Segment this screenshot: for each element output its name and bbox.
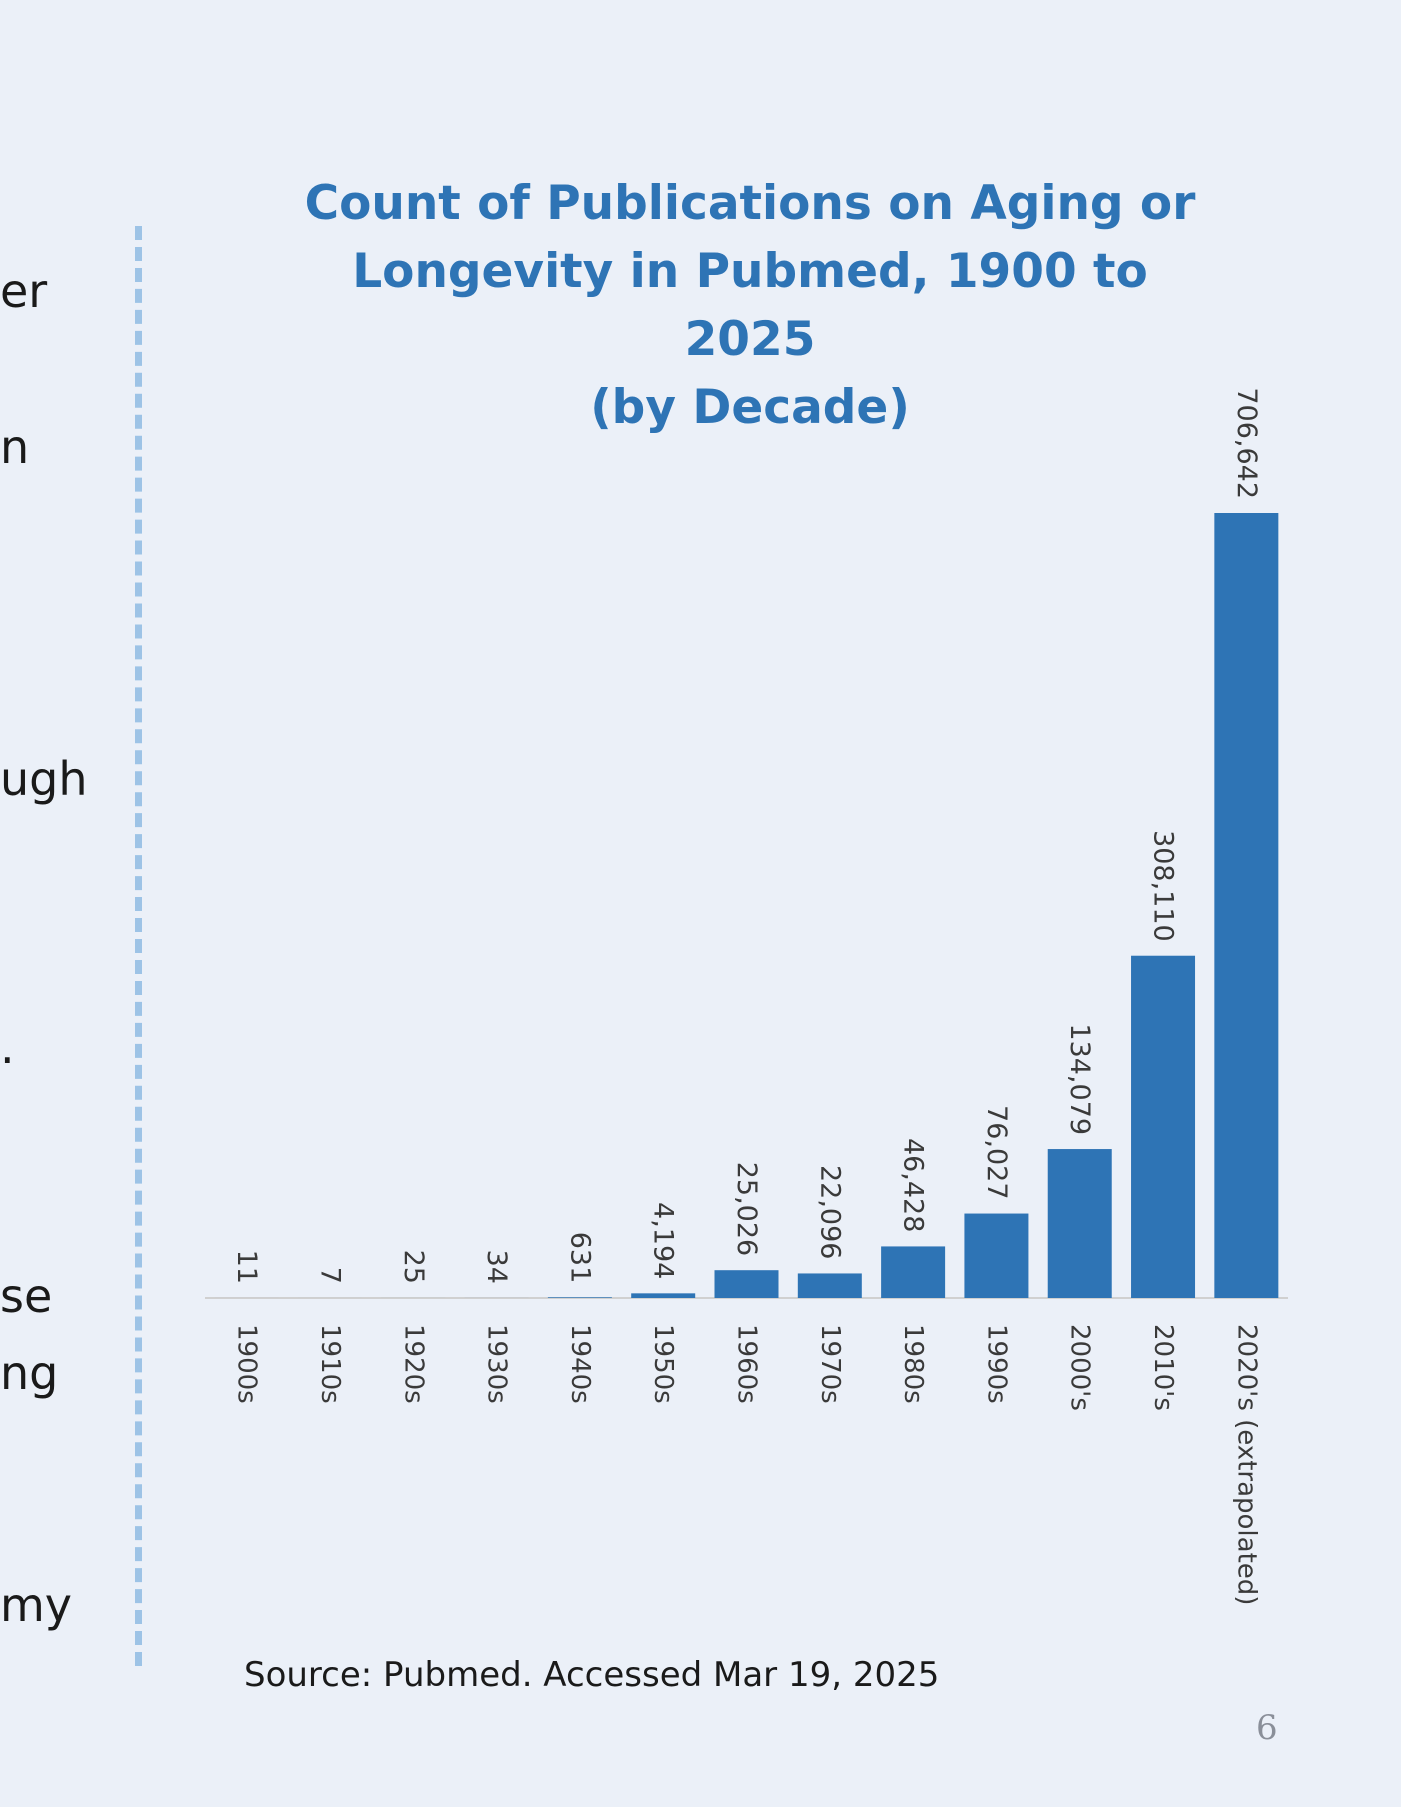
data-label: 308,110 [1148, 830, 1179, 942]
bar [1131, 955, 1196, 1298]
data-label: 76,027 [981, 1105, 1012, 1199]
bar [964, 1213, 1029, 1298]
data-label: 25 [398, 1250, 429, 1284]
category-label: 1920s [398, 1324, 428, 1404]
chart-title-line: Count of Publications on Aging or [304, 176, 1196, 231]
category-label: 1910s [315, 1324, 345, 1404]
bar [797, 1273, 862, 1298]
category-label: 1940s [565, 1324, 595, 1404]
page-number: 6 [1256, 1708, 1278, 1748]
source-note: Source: Pubmed. Accessed Mar 19, 2025 [244, 1655, 940, 1695]
category-label: 1900s [232, 1324, 262, 1404]
data-label: 34 [481, 1250, 512, 1284]
dashed-divider [135, 226, 142, 1666]
data-label: 25,026 [731, 1162, 762, 1256]
bar [631, 1293, 696, 1298]
body-text-fragment: . [0, 1020, 15, 1074]
body-text-fragment: ugh [0, 752, 88, 806]
bar [1047, 1149, 1112, 1298]
body-text-fragment: n [0, 420, 30, 474]
category-label: 2020's (extrapolated) [1231, 1324, 1261, 1605]
data-label: 22,096 [814, 1165, 845, 1259]
data-label: 4,194 [648, 1202, 679, 1279]
data-label: 11 [231, 1250, 262, 1284]
category-label: 2000's [1065, 1324, 1095, 1411]
bar [714, 1270, 779, 1298]
bar [881, 1246, 946, 1298]
chart-title: Count of Publications on Aging or Longev… [300, 170, 1200, 442]
bar [547, 1297, 612, 1298]
body-text-fragment: ng [0, 1346, 59, 1400]
category-label: 2010's [1148, 1324, 1178, 1411]
chart-title-line: (by Decade) [590, 380, 910, 435]
body-text-fragment: my [0, 1578, 73, 1632]
category-label: 1990s [981, 1324, 1011, 1404]
category-label: 1960s [732, 1324, 762, 1404]
data-label: 706,642 [1231, 387, 1262, 499]
category-label: 1970s [815, 1324, 845, 1404]
category-label: 1930s [482, 1324, 512, 1404]
bar [1214, 513, 1279, 1298]
body-text-fragment: se [0, 1269, 53, 1323]
chart-title-line: Longevity in Pubmed, 1900 to 2025 [352, 244, 1148, 367]
data-label: 7 [314, 1267, 345, 1284]
data-label: 46,428 [898, 1138, 929, 1232]
data-label: 134,079 [1064, 1023, 1095, 1135]
category-label: 1980s [898, 1324, 928, 1404]
body-text-fragment: er [0, 264, 48, 318]
data-label: 631 [564, 1232, 595, 1284]
category-label: 1950s [648, 1324, 678, 1404]
